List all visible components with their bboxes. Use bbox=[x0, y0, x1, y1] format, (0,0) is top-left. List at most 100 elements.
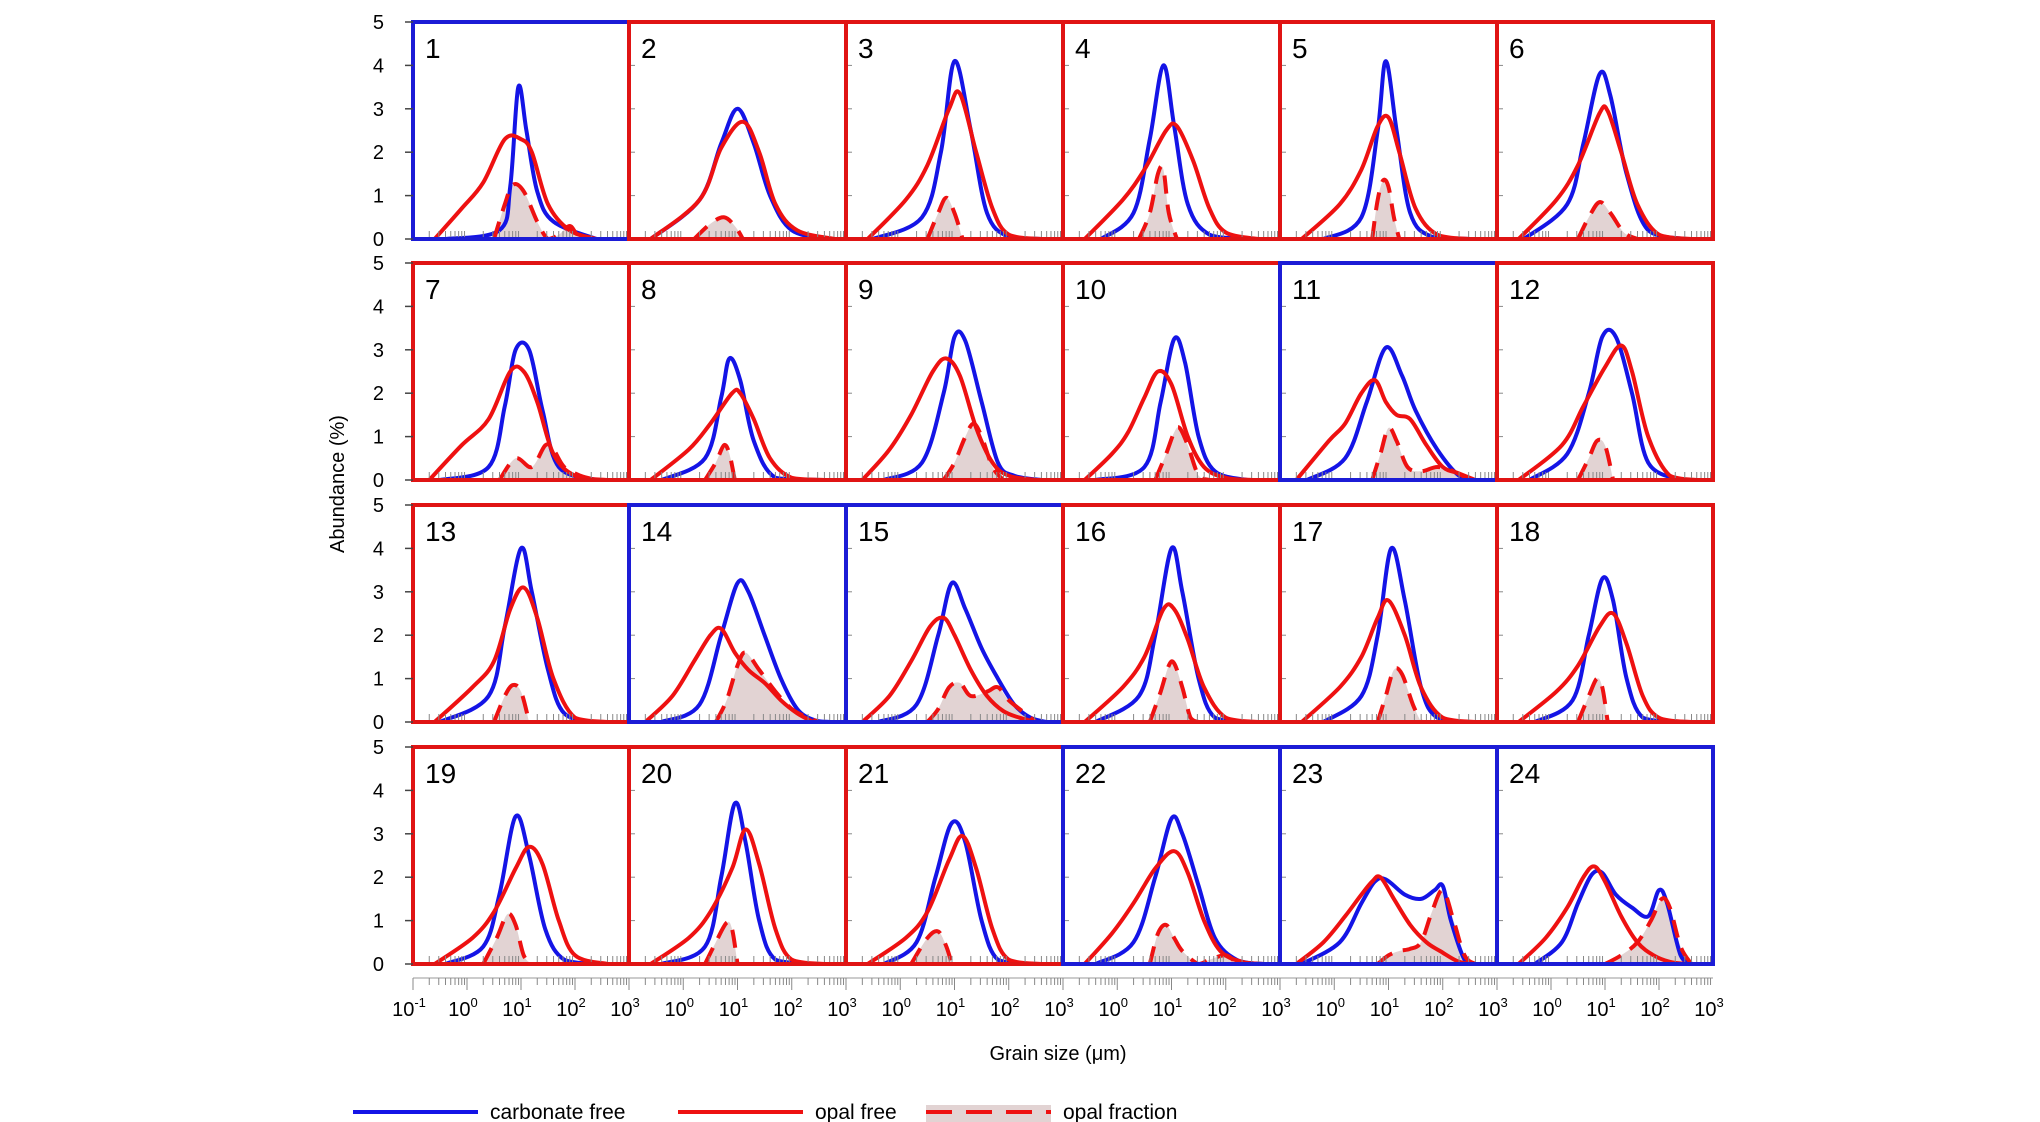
panel-plot-1 bbox=[432, 83, 599, 239]
opal-free-line-4 bbox=[1082, 121, 1261, 239]
panel-plot-10 bbox=[1082, 335, 1255, 480]
opal-free-line-13 bbox=[432, 585, 610, 722]
opal-free-line-12 bbox=[1516, 343, 1699, 480]
opal-fraction-line-23 bbox=[1376, 888, 1477, 964]
opal-free-line-10 bbox=[1082, 368, 1255, 480]
x-tick-exponent: 0 bbox=[1338, 995, 1345, 1010]
panel-plot-19 bbox=[432, 813, 610, 964]
panel-label-9: 9 bbox=[858, 274, 874, 305]
panel-plot-8 bbox=[648, 356, 827, 480]
panel-label-2: 2 bbox=[641, 33, 657, 64]
opal-free-line-19 bbox=[432, 844, 610, 964]
opal-fraction-area-3 bbox=[927, 197, 963, 239]
carbonate-free-line-20 bbox=[659, 800, 816, 964]
opal-free-line-7 bbox=[427, 364, 610, 480]
opal-free-line-21 bbox=[865, 833, 1044, 964]
panel-4: 4 bbox=[1061, 20, 1282, 241]
panel-label-11: 11 bbox=[1292, 274, 1321, 305]
x-tick-exponent: 3 bbox=[850, 995, 857, 1010]
panel-plot-22 bbox=[1082, 814, 1266, 964]
panel-label-23: 23 bbox=[1292, 758, 1323, 789]
y-tick-label: 1 bbox=[373, 427, 384, 449]
opal-free-line-3 bbox=[865, 89, 1044, 239]
opal-fraction-line-8 bbox=[703, 443, 737, 480]
x-tick-exponent: 3 bbox=[1067, 995, 1074, 1010]
y-tick-label: 0 bbox=[373, 229, 384, 251]
panel-label-13: 13 bbox=[425, 516, 456, 547]
opal-fraction-area-19 bbox=[483, 913, 532, 964]
x-tick-exponent: 3 bbox=[1501, 995, 1508, 1010]
opal-free-line-16 bbox=[1082, 602, 1261, 722]
panel-plot-4 bbox=[1082, 63, 1261, 239]
carbonate-free-line-6 bbox=[1522, 69, 1688, 239]
opal-free-line-2 bbox=[648, 119, 838, 239]
opal-fraction-area-4 bbox=[1139, 166, 1177, 239]
legend-item-carbonate-free: carbonate free bbox=[353, 1101, 625, 1122]
panel-frame-12 bbox=[1495, 261, 1715, 482]
opal-free-line-15 bbox=[860, 615, 1038, 722]
panel-label-21: 21 bbox=[858, 758, 889, 789]
opal-free-line-17 bbox=[1299, 598, 1478, 722]
panel-plot-2 bbox=[648, 106, 838, 239]
panel-3: 3 bbox=[844, 20, 1065, 241]
y-tick-label: 4 bbox=[373, 780, 384, 802]
panel-label-8: 8 bbox=[641, 274, 657, 305]
opal-fraction-line-21 bbox=[909, 929, 954, 964]
panel-plot-21 bbox=[865, 819, 1044, 964]
carbonate-free-line-10 bbox=[1093, 335, 1250, 480]
opal-fraction-area-16 bbox=[1149, 661, 1199, 722]
opal-fraction-line-3 bbox=[925, 195, 965, 239]
carbonate-free-line-15 bbox=[876, 580, 1049, 722]
carbonate-free-line-1 bbox=[443, 83, 599, 239]
x-tick-exponent: 1 bbox=[958, 995, 965, 1010]
y-tick-label: 4 bbox=[373, 55, 384, 77]
panel-18: 18 bbox=[1495, 503, 1715, 724]
opal-fraction-line-1 bbox=[492, 182, 592, 239]
opal-fraction-line-14 bbox=[714, 650, 820, 722]
opal-fraction-area-7 bbox=[499, 444, 597, 480]
legend-label-carbonate-free: carbonate free bbox=[490, 1101, 625, 1122]
y-tick-label: 3 bbox=[373, 824, 384, 846]
x-tick-exponent: 0 bbox=[687, 995, 694, 1010]
y-tick-label: 0 bbox=[373, 712, 384, 734]
panel-label-6: 6 bbox=[1509, 33, 1525, 64]
opal-fraction-line-12 bbox=[1576, 437, 1616, 480]
x-tick-exponent: 0 bbox=[1121, 995, 1128, 1010]
panel-label-24: 24 bbox=[1509, 758, 1540, 789]
legend-item-opal-fraction: opal fraction bbox=[926, 1101, 1177, 1122]
panel-2: 2 bbox=[627, 20, 848, 241]
opal-fraction-line-15 bbox=[925, 680, 1038, 722]
opal-free-line-8 bbox=[648, 387, 827, 480]
x-tick-exponent: 1 bbox=[1175, 995, 1182, 1010]
opal-fraction-line-2 bbox=[692, 215, 745, 239]
panel-16: 16 bbox=[1061, 503, 1282, 724]
opal-fraction-area-20 bbox=[705, 921, 738, 964]
panel-frame-18 bbox=[1495, 503, 1715, 724]
legend-label-opal-fraction: opal fraction bbox=[1063, 1101, 1177, 1122]
panel-plot-11 bbox=[1294, 345, 1478, 480]
carbonate-free-line-21 bbox=[882, 819, 1033, 964]
legend-item-opal-free: opal free bbox=[678, 1101, 897, 1122]
y-tick-label: 3 bbox=[373, 99, 384, 121]
opal-fraction-area-12 bbox=[1578, 439, 1614, 480]
opal-fraction-line-9 bbox=[941, 421, 1005, 480]
panel-frame-24 bbox=[1495, 745, 1715, 966]
panel-label-22: 22 bbox=[1075, 758, 1106, 789]
x-tick-exponent: 2 bbox=[795, 995, 802, 1010]
panel-23: 23 bbox=[1278, 745, 1499, 966]
opal-fraction-area-11 bbox=[1372, 427, 1470, 480]
panel-10: 10 bbox=[1061, 261, 1282, 482]
y-tick-label: 2 bbox=[373, 867, 384, 889]
x-tick-exponent: 1 bbox=[1392, 995, 1399, 1010]
panel-label-4: 4 bbox=[1075, 33, 1091, 64]
panel-label-12: 12 bbox=[1509, 274, 1540, 305]
opal-fraction-line-17 bbox=[1375, 666, 1423, 722]
legend: carbonate free opal free opal fraction bbox=[353, 1101, 1177, 1122]
panel-label-7: 7 bbox=[425, 274, 441, 305]
panel-plot-6 bbox=[1516, 69, 1694, 239]
panel-21: 21 bbox=[844, 745, 1065, 966]
y-tick-label: 4 bbox=[373, 296, 384, 318]
panel-8: 8 bbox=[627, 261, 848, 482]
y-tick-label: 5 bbox=[373, 12, 384, 34]
